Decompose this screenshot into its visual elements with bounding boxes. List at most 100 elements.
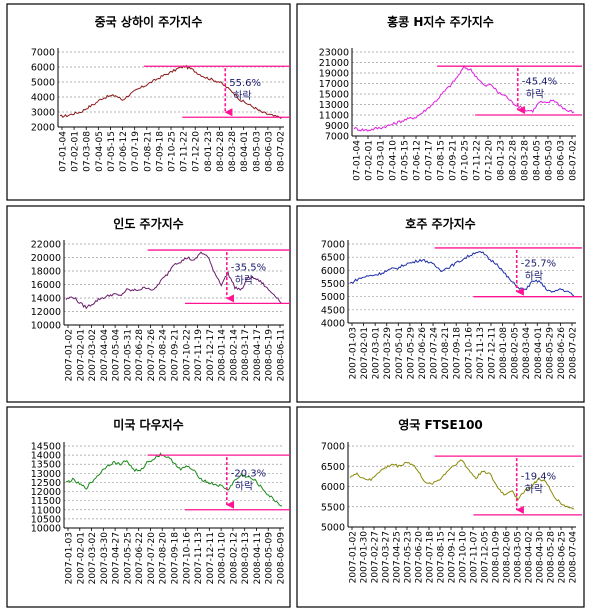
chart-panel-2: 홍콩 H지수 주가지수 23000210001900017000150001300… bbox=[296, 3, 585, 201]
y-tick-label: 20000 bbox=[31, 253, 61, 264]
chart-frame bbox=[296, 3, 585, 201]
y-tick-label: 13000 bbox=[31, 469, 61, 480]
x-tick-label: 2007-03-29 bbox=[383, 327, 393, 380]
x-tick-label: 07-05-15 bbox=[107, 131, 117, 172]
x-tick-label: 2007-02-27 bbox=[371, 531, 381, 583]
x-tick-label: 2007-10-16 bbox=[182, 532, 192, 585]
x-tick-label: 2008-05-19 bbox=[265, 329, 275, 382]
x-tick-label: 2007-05-04 bbox=[112, 329, 122, 382]
y-tick-label: 7000 bbox=[31, 48, 55, 59]
y-tick-label: 4500 bbox=[321, 305, 345, 316]
y-tick-label: 13000 bbox=[319, 100, 349, 111]
x-tick-label: 2008-05-09 bbox=[265, 532, 275, 585]
decline-percent: -45.4% bbox=[522, 77, 557, 88]
x-tick-label: 2007-01-03 bbox=[349, 327, 359, 379]
x-tick-label: 2007-06-28 bbox=[135, 329, 145, 382]
x-tick-label: 2007-02-01 bbox=[76, 329, 86, 381]
x-tick-label: 08-04-05 bbox=[533, 140, 543, 181]
x-tick-label: 2008-03-17 bbox=[241, 329, 251, 381]
y-tick-label: 5500 bbox=[321, 502, 345, 513]
x-tick-label: 2008-04-01 bbox=[534, 327, 544, 379]
x-tick-label: 07-03-01 bbox=[377, 140, 387, 181]
y-tick-label: 5000 bbox=[321, 523, 345, 534]
x-tick-label: 2007-08-15 bbox=[437, 531, 447, 583]
x-tick-label: 2007-03-02 bbox=[88, 329, 98, 381]
x-tick-label: 07-10-25 bbox=[461, 140, 471, 181]
chart-panel-5: 미국 다우지수 145001400013500130001250012000115… bbox=[6, 406, 291, 608]
y-tick-label: 5500 bbox=[321, 279, 345, 290]
x-tick-label: 2008-03-13 bbox=[241, 532, 251, 584]
x-tick-label: 2008-04-30 bbox=[536, 531, 546, 584]
x-tick-label: 2007-01-02 bbox=[349, 531, 359, 583]
x-tick-label: 2007-01-03 bbox=[65, 532, 75, 584]
y-tick-label: 6000 bbox=[321, 482, 345, 493]
x-tick-label: 07-09-21 bbox=[449, 140, 459, 181]
chart-title: 홍콩 H지수 주가지수 bbox=[387, 14, 494, 29]
x-tick-label: 08-02-28 bbox=[509, 140, 519, 181]
x-tick-label: 2007-05-31 bbox=[123, 329, 133, 381]
x-tick-label: 2007-11-19 bbox=[194, 329, 204, 382]
y-tick-label: 14500 bbox=[31, 442, 61, 453]
x-tick-label: 2007-05-01 bbox=[395, 327, 405, 379]
x-tick-label: 07-04-05 bbox=[95, 131, 105, 172]
series-line bbox=[65, 452, 283, 507]
chart-title: 영국 FTSE100 bbox=[398, 417, 483, 432]
y-tick-label: 14000 bbox=[31, 451, 61, 462]
x-tick-label: 2007-09-21 bbox=[171, 329, 181, 381]
decline-label: 하락 bbox=[235, 274, 253, 287]
x-tick-label: 2008-04-11 bbox=[253, 532, 263, 584]
y-tick-label: 15000 bbox=[319, 90, 349, 101]
y-tick-label: 18000 bbox=[31, 267, 61, 278]
y-tick-label: 21000 bbox=[319, 58, 349, 69]
y-tick-label: 5000 bbox=[321, 292, 345, 303]
y-tick-label: 7000 bbox=[321, 442, 345, 453]
x-tick-label: 2007-02-01 bbox=[76, 532, 86, 584]
y-tick-label: 6000 bbox=[321, 266, 345, 277]
x-tick-label: 08-05-03 bbox=[252, 131, 262, 172]
x-tick-label: 07-02-01 bbox=[365, 140, 375, 181]
series-line bbox=[349, 459, 575, 510]
x-tick-label: 2007-07-24 bbox=[430, 327, 440, 380]
x-tick-label: 07-06-12 bbox=[119, 131, 129, 172]
x-tick-label: 08-04-01 bbox=[240, 131, 250, 172]
y-tick-label: 4000 bbox=[321, 319, 345, 330]
x-tick-label: 2007-07-26 bbox=[147, 329, 157, 382]
x-tick-label: 2007-07-20 bbox=[147, 532, 157, 585]
y-tick-label: 12500 bbox=[31, 478, 61, 489]
series-line bbox=[65, 251, 283, 310]
x-tick-label: 2008-01-08 bbox=[499, 327, 509, 380]
x-tick-label: 2007-08-20 bbox=[159, 532, 169, 585]
x-tick-label: 08-07-02 bbox=[277, 131, 287, 172]
x-tick-label: 08-01-23 bbox=[497, 140, 507, 181]
decline-percent: 55.6% bbox=[229, 78, 261, 89]
x-tick-label: 2008-07-04 bbox=[569, 531, 579, 584]
chart-title: 호주 주가지수 bbox=[405, 216, 475, 231]
y-tick-label: 10500 bbox=[31, 514, 61, 525]
decline-label: 하락 bbox=[526, 88, 544, 101]
x-tick-label: 07-04-10 bbox=[389, 140, 399, 181]
y-tick-label: 10000 bbox=[31, 524, 61, 535]
x-tick-label: 2007-06-26 bbox=[418, 327, 428, 380]
y-tick-label: 16000 bbox=[31, 280, 61, 291]
x-tick-label: 2008-01-14 bbox=[218, 329, 228, 382]
x-tick-label: 2008-02-06 bbox=[503, 531, 513, 584]
y-tick-label: 11000 bbox=[319, 111, 349, 122]
x-tick-label: 2007-07-18 bbox=[426, 531, 436, 584]
x-tick-label: 2007-11-13 bbox=[194, 532, 204, 584]
y-tick-label: 7000 bbox=[321, 240, 345, 251]
x-tick-label: 2007-04-25 bbox=[393, 531, 403, 583]
x-tick-label: 2007-12-17 bbox=[206, 329, 216, 381]
x-tick-label: 2007-12-11 bbox=[206, 532, 216, 584]
x-tick-label: 2007-12-11 bbox=[487, 327, 497, 379]
x-tick-label: 2007-10-10 bbox=[459, 531, 469, 584]
chart-panel-6: 영국 FTSE100 7000 6500 6000 5500 5000 2007-01-02… bbox=[296, 406, 585, 608]
chart-panel-4: 호주 주가지수 7000 6500 6000 5500 5000 4500 4000 2007-… bbox=[296, 205, 585, 403]
x-tick-label: 2008-07-02 bbox=[569, 327, 579, 379]
x-tick-label: 2008-02-12 bbox=[229, 532, 239, 584]
series-line bbox=[59, 64, 283, 119]
x-tick-label: 08-02-28 bbox=[216, 131, 226, 172]
x-tick-label: 2007-02-01 bbox=[360, 327, 370, 379]
x-tick-label: 07-11-22 bbox=[473, 140, 483, 181]
y-tick-label: 12000 bbox=[31, 487, 61, 498]
